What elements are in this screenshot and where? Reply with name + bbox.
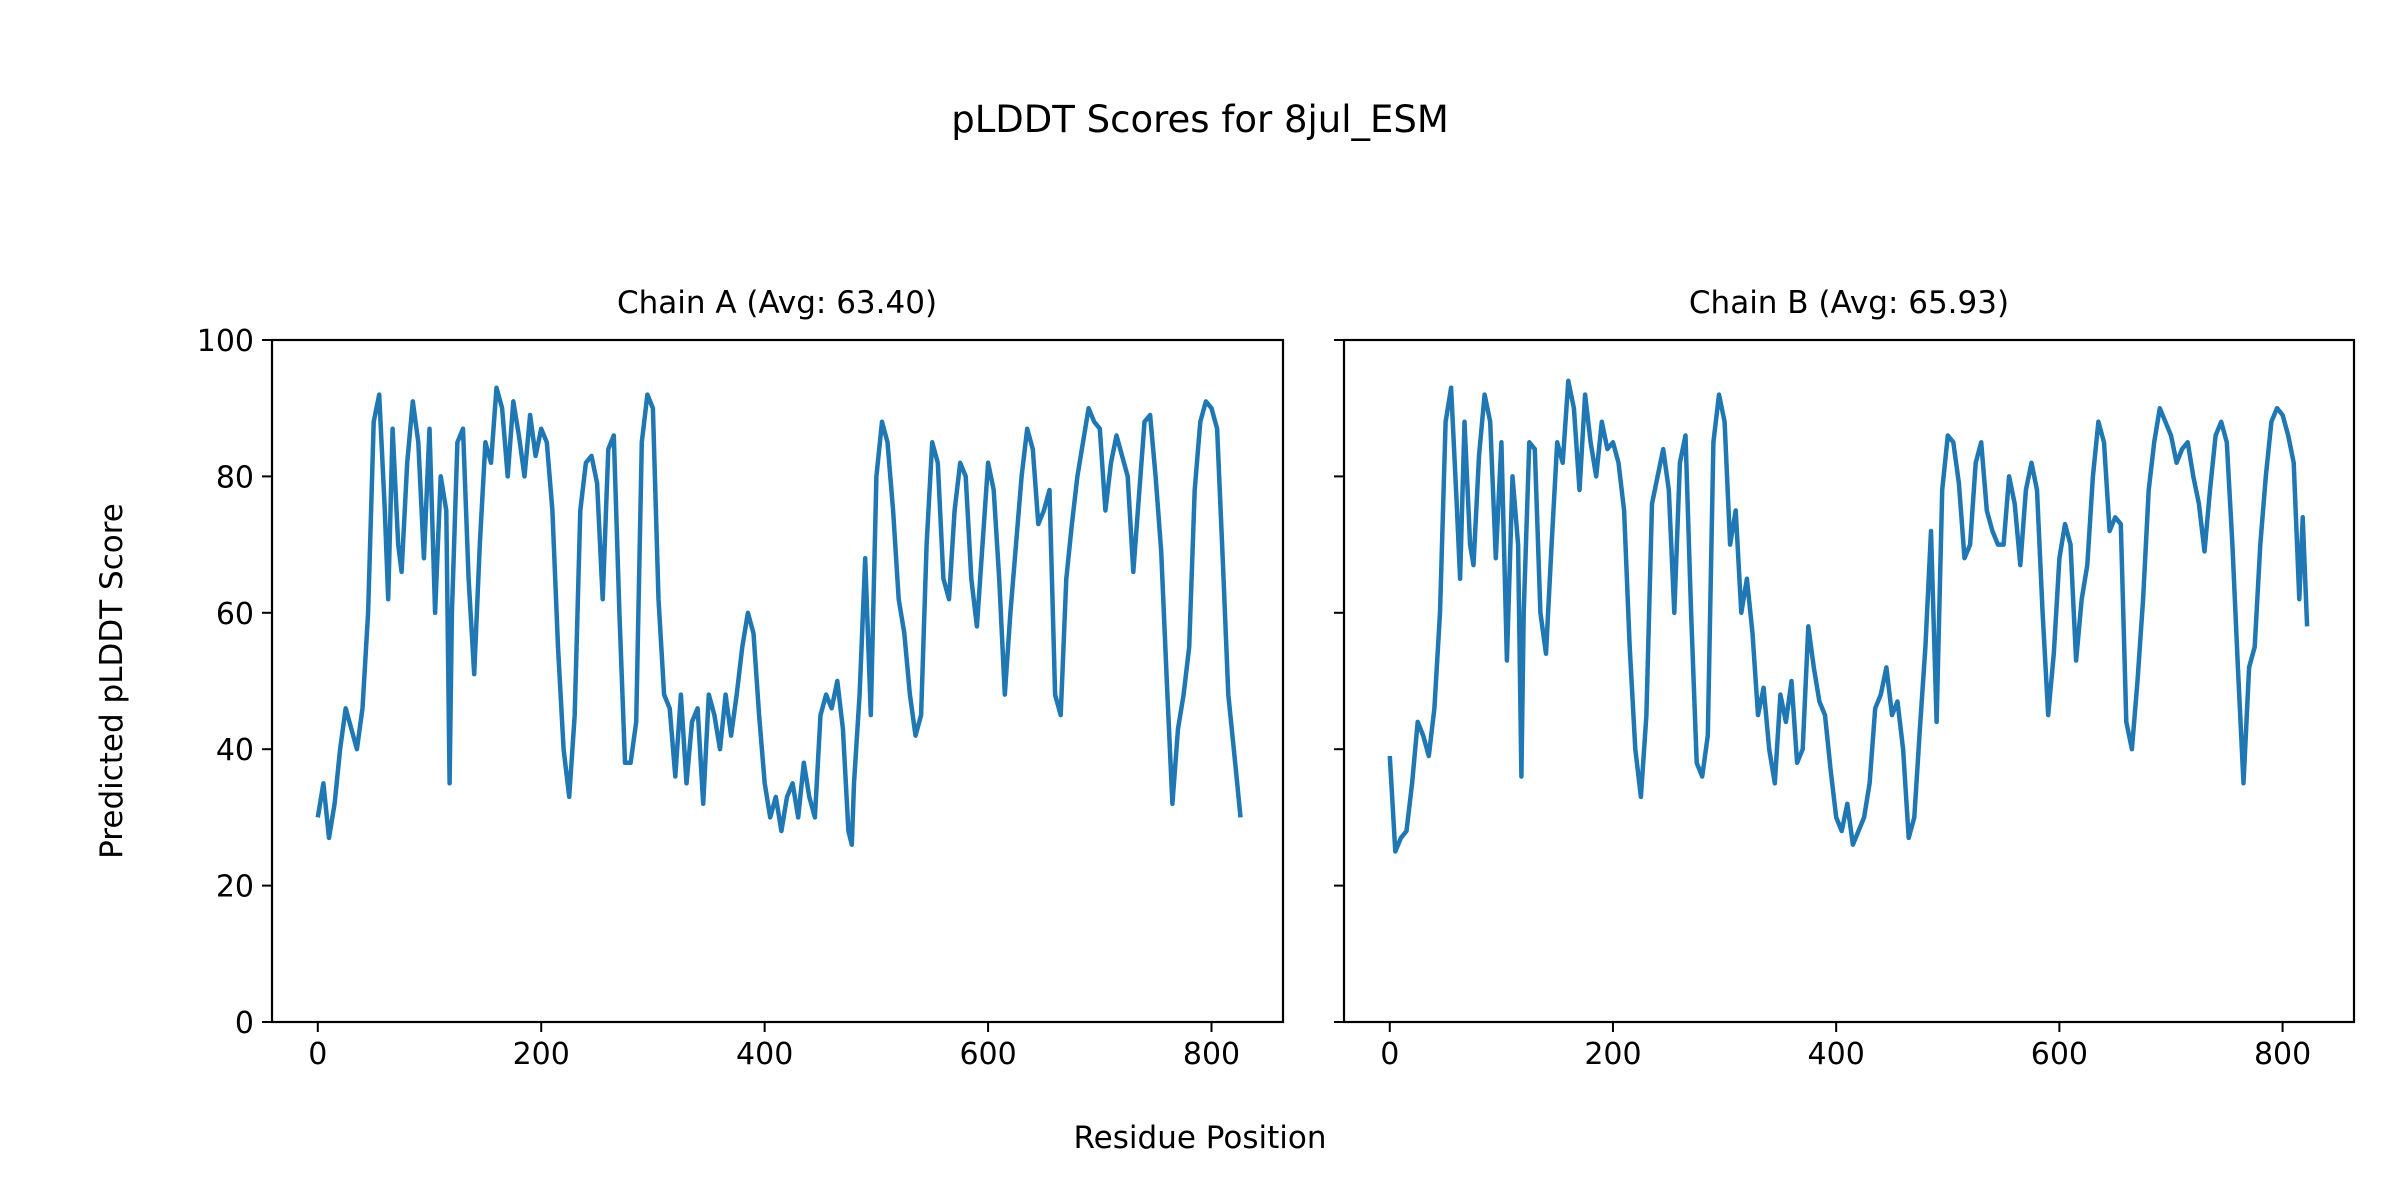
x-tick-label: 400 <box>1808 1037 1865 1072</box>
panel-chain-b: 0 200 400 600 800 <box>1334 338 2356 1072</box>
x-tick-label: 200 <box>513 1037 570 1072</box>
panel-chain-a: 0 200 400 600 800 0 20 40 60 80 100 <box>197 324 1285 1072</box>
x-tick-label: 400 <box>736 1037 793 1072</box>
x-tick-label: 0 <box>1380 1037 1399 1072</box>
axes-frame <box>1342 338 2356 1024</box>
plddt-series-line <box>315 385 1243 847</box>
figure-title: pLDDT Scores for 8jul_ESM <box>951 98 1449 141</box>
x-tick-label: 0 <box>308 1037 327 1072</box>
x-axis-label: Residue Position <box>1074 1120 1327 1156</box>
y-tick-label: 20 <box>216 870 254 905</box>
y-tick-label: 0 <box>235 1006 254 1041</box>
x-tick-label: 800 <box>1183 1037 1240 1072</box>
y-tick-label: 40 <box>216 733 254 768</box>
y-tick-label: 80 <box>216 460 254 495</box>
y-tick-label: 100 <box>197 324 254 359</box>
plddt-series-line <box>1387 378 2310 854</box>
y-tick-label: 60 <box>216 597 254 632</box>
axes-frame <box>270 338 1285 1024</box>
x-tick-label: 600 <box>959 1037 1016 1072</box>
panel-title-chain-b: Chain B (Avg: 65.93) <box>1689 285 2009 321</box>
panel-title-chain-a: Chain A (Avg: 63.40) <box>617 285 937 321</box>
x-tick-label: 200 <box>1584 1037 1641 1072</box>
x-tick-label: 800 <box>2254 1037 2311 1072</box>
y-axis-label: Predicted pLDDT Score <box>94 503 130 859</box>
x-tick-label: 600 <box>2031 1037 2088 1072</box>
